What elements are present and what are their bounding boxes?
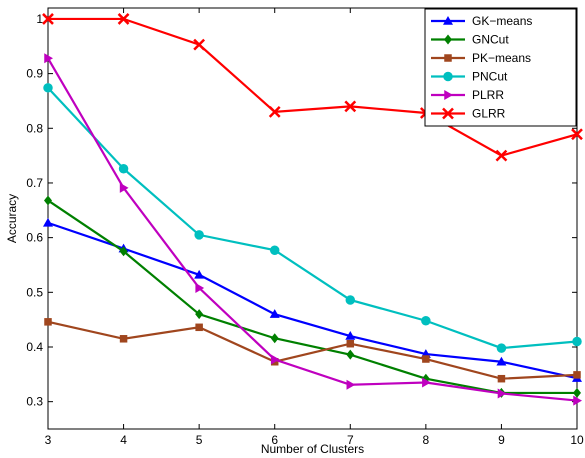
data-point: PNCut: 0.486 <box>345 295 356 305</box>
legend-item: PK−means <box>431 51 531 65</box>
legend-marker <box>444 34 452 45</box>
series-4: PLRR: 0.928 PLRR: 0.691 PLRR: 0.508 PLRR: 0… <box>44 53 582 406</box>
data-point: GLRR: 1 <box>117 13 130 25</box>
y-tick-label: 0.4 <box>26 340 43 354</box>
series-line <box>47 320 578 380</box>
x-tick-label: 4 <box>120 433 127 447</box>
legend-label: PNCut <box>472 70 508 84</box>
data-point: PK−means: 0.415 <box>119 335 128 343</box>
series-line <box>47 57 578 402</box>
axis-ticks: 3 4 5 6 7 8 9 10 0.3 0.4 0.5 0.6 0.7 0.8 0.9 1 <box>26 8 584 447</box>
legend-box <box>424 8 577 127</box>
data-point: PLRR: 0.377 <box>270 354 280 365</box>
data-point: GK−means: 0.532 <box>194 269 205 279</box>
legend-marker <box>442 107 454 120</box>
x-tick-label: 3 <box>45 433 52 447</box>
y-tick-label: 0.5 <box>26 285 43 299</box>
legend-marker <box>444 90 453 100</box>
legend-marker <box>443 71 453 82</box>
legend: GK−means GNCut PK−means PNCut PLRR GLRR <box>424 8 577 127</box>
y-tick-label: 0.7 <box>26 176 43 190</box>
legend-label: GK−means <box>472 14 532 28</box>
legend-label: PLRR <box>472 88 504 102</box>
data-point: PNCut: 0.448 <box>421 315 431 326</box>
legend-marker <box>444 54 452 62</box>
y-tick-label: 0.6 <box>26 231 43 245</box>
series-line <box>47 87 578 350</box>
data-point: PK−means: 0.378 <box>422 355 430 363</box>
data-point: PNCut: 0.398 <box>496 343 507 353</box>
y-tick-label: 0.9 <box>26 67 43 81</box>
x-tick-label: 10 <box>570 433 584 447</box>
data-point: PK−means: 0.349 <box>573 371 581 379</box>
legend-label: GLRR <box>472 107 506 121</box>
data-point: GNCut: 0.46 <box>195 309 204 320</box>
data-point: GNCut: 0.668 <box>44 195 52 206</box>
data-point: PLRR: 0.335 <box>422 377 431 388</box>
x-tick-label: 6 <box>271 433 278 447</box>
data-point: PNCut: 0.726 <box>118 163 129 174</box>
data-point: PK−means: 0.406 <box>346 339 355 348</box>
x-tick-label: 7 <box>347 433 354 447</box>
y-tick-label: 0.8 <box>26 121 43 135</box>
series-layer: GK−means: 0.627GK−means: 0.58GK−means: 0… <box>42 13 583 406</box>
y-tick-label: 1 <box>36 12 43 26</box>
series-line <box>47 221 578 380</box>
series-line <box>48 17 578 157</box>
data-point: GLRR: 0.789 <box>571 128 583 141</box>
legend-item: PLRR <box>431 88 504 102</box>
data-point: PK−means: 0.446 <box>44 318 52 326</box>
data-point: PLRR: 0.302 <box>573 395 582 406</box>
legend-item: GNCut <box>431 33 509 47</box>
data-point: GLRR: 1 <box>42 13 54 25</box>
data-point: GNCut: 0.316 <box>573 387 581 398</box>
legend-label: GNCut <box>472 33 509 47</box>
data-point: GLRR: 0.84 <box>344 100 357 113</box>
data-point: PLRR: 0.508 <box>195 282 205 293</box>
data-point: PNCut: 0.605 <box>194 230 204 240</box>
data-point: PNCut: 0.577 <box>269 245 280 255</box>
legend-marker <box>443 16 453 25</box>
legend-item: GLRR <box>431 107 506 121</box>
y-axis-label: Accuracy <box>5 194 19 243</box>
y-tick-label: 0.3 <box>26 395 43 409</box>
data-point: PK−means: 0.436 <box>195 323 203 332</box>
x-tick-label: 9 <box>498 433 505 447</box>
legend-item: PNCut <box>431 70 508 84</box>
data-point: PLRR: 0.928 <box>44 53 53 64</box>
data-point: GNCut: 0.386 <box>346 349 355 360</box>
series-5: GLRR: 1 GLRR: 1 GLRR: 0.953 GLRR: 0.83 GLRR:… <box>42 13 583 162</box>
data-point: PLRR: 0.315 <box>497 388 507 399</box>
data-point: GLRR: 0.75 <box>495 149 508 162</box>
data-point: PNCut: 0.41 <box>572 336 582 347</box>
data-point: GK−means: 0.46 <box>269 309 280 318</box>
legend-label: PK−means <box>472 51 531 65</box>
data-point: GLRR: 0.83 <box>268 105 281 118</box>
data-point: GK−means: 0.42 <box>345 331 356 340</box>
x-tick-label: 5 <box>196 433 203 447</box>
data-point: GK−means: 0.373 <box>496 356 507 366</box>
data-point: GLRR: 0.953 <box>193 38 206 51</box>
data-point: PNCut: 0.874 <box>43 83 53 93</box>
series-3: PNCut: 0.874 PNCut: 0.726 PNCut: 0.605 PNCu… <box>43 83 582 353</box>
data-point: PK−means: 0.342 <box>497 374 506 383</box>
x-tick-label: 8 <box>423 433 430 447</box>
data-point: GNCut: 0.416 <box>270 333 279 344</box>
data-point: GK−means: 0.627 <box>43 217 53 227</box>
data-point: PLRR: 0.331 <box>346 379 356 390</box>
x-axis-label: Number of Clusters <box>261 442 364 456</box>
data-point: PLRR: 0.691 <box>119 182 129 193</box>
legend-item: GK−means <box>431 14 532 28</box>
data-point: GNCut: 0.575 <box>119 246 128 257</box>
